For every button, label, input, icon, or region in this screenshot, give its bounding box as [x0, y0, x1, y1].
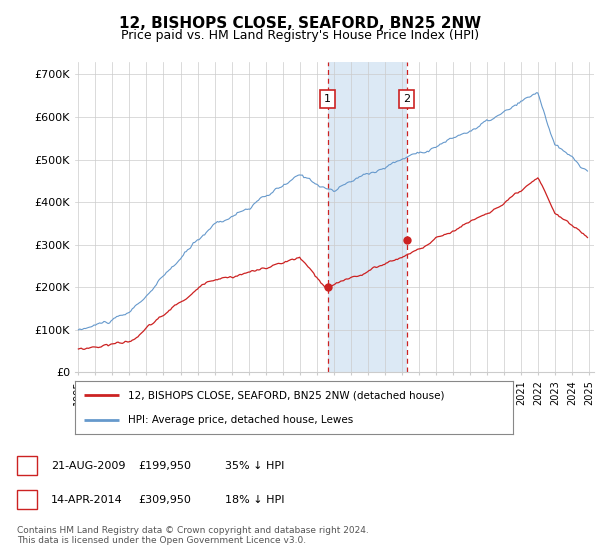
Text: £199,950: £199,950 — [138, 461, 191, 471]
Text: 12, BISHOPS CLOSE, SEAFORD, BN25 2NW: 12, BISHOPS CLOSE, SEAFORD, BN25 2NW — [119, 16, 481, 31]
Text: Price paid vs. HM Land Registry's House Price Index (HPI): Price paid vs. HM Land Registry's House … — [121, 29, 479, 42]
Text: 2: 2 — [23, 494, 30, 505]
Text: 2: 2 — [403, 94, 410, 104]
Text: 21-AUG-2009: 21-AUG-2009 — [51, 461, 125, 471]
Text: 18% ↓ HPI: 18% ↓ HPI — [225, 494, 284, 505]
Text: 14-APR-2014: 14-APR-2014 — [51, 494, 123, 505]
Bar — [328, 62, 407, 372]
Text: HPI: Average price, detached house, Lewes: HPI: Average price, detached house, Lewe… — [128, 414, 353, 424]
Text: 1: 1 — [324, 94, 331, 104]
Text: Contains HM Land Registry data © Crown copyright and database right 2024.
This d: Contains HM Land Registry data © Crown c… — [17, 526, 368, 545]
Text: 12, BISHOPS CLOSE, SEAFORD, BN25 2NW (detached house): 12, BISHOPS CLOSE, SEAFORD, BN25 2NW (de… — [128, 390, 444, 400]
Text: 35% ↓ HPI: 35% ↓ HPI — [225, 461, 284, 471]
Text: £309,950: £309,950 — [138, 494, 191, 505]
Text: 1: 1 — [23, 461, 30, 471]
